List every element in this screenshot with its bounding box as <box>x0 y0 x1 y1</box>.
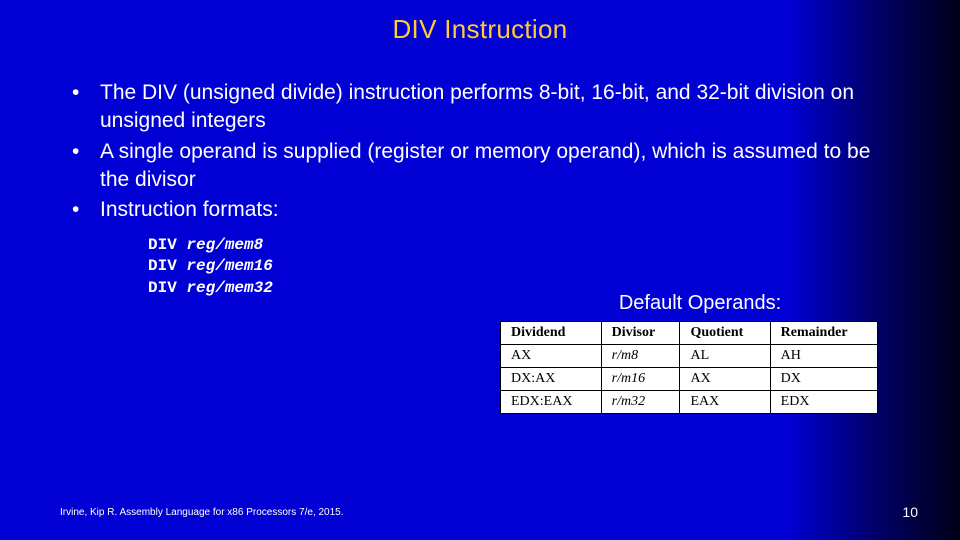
table-cell: AL <box>680 345 770 368</box>
operands-table: Dividend Divisor Quotient Remainder AX r… <box>500 321 878 414</box>
code-operand: reg/mem32 <box>186 279 272 297</box>
code-operand: reg/mem16 <box>186 257 272 275</box>
code-line: DIV reg/mem8 <box>148 235 960 257</box>
code-keyword: DIV <box>148 236 177 254</box>
table-cell: AH <box>770 345 877 368</box>
bullet-item: Instruction formats: <box>60 196 900 224</box>
slide-title: DIV Instruction <box>0 0 960 45</box>
bullet-item: The DIV (unsigned divide) instruction pe… <box>60 79 900 136</box>
table-cell: EAX <box>680 391 770 414</box>
table-cell: EDX:EAX <box>501 391 602 414</box>
code-keyword: DIV <box>148 257 177 275</box>
code-operand: reg/mem8 <box>186 236 263 254</box>
table-header: Dividend <box>501 322 602 345</box>
table-row: AX r/m8 AL AH <box>501 345 878 368</box>
table-header: Divisor <box>601 322 680 345</box>
table-cell: AX <box>680 368 770 391</box>
bullet-item: A single operand is supplied (register o… <box>60 138 900 195</box>
footer-citation: Irvine, Kip R. Assembly Language for x86… <box>60 507 344 518</box>
table-header: Quotient <box>680 322 770 345</box>
table-cell: r/m32 <box>601 391 680 414</box>
table-cell: DX <box>770 368 877 391</box>
table-cell: r/m16 <box>601 368 680 391</box>
table-cell: r/m8 <box>601 345 680 368</box>
operands-table-area: Default Operands: Dividend Divisor Quoti… <box>500 292 900 414</box>
table-header: Remainder <box>770 322 877 345</box>
table-cell: EDX <box>770 391 877 414</box>
table-row: EDX:EAX r/m32 EAX EDX <box>501 391 878 414</box>
code-keyword: DIV <box>148 279 177 297</box>
table-header-row: Dividend Divisor Quotient Remainder <box>501 322 878 345</box>
code-line: DIV reg/mem16 <box>148 256 960 278</box>
code-block: DIV reg/mem8 DIV reg/mem16 DIV reg/mem32 <box>148 235 960 300</box>
table-cell: AX <box>501 345 602 368</box>
table-caption: Default Operands: <box>500 292 900 315</box>
bullet-list: The DIV (unsigned divide) instruction pe… <box>60 79 900 225</box>
table-row: DX:AX r/m16 AX DX <box>501 368 878 391</box>
page-number: 10 <box>902 504 918 520</box>
table-cell: DX:AX <box>501 368 602 391</box>
